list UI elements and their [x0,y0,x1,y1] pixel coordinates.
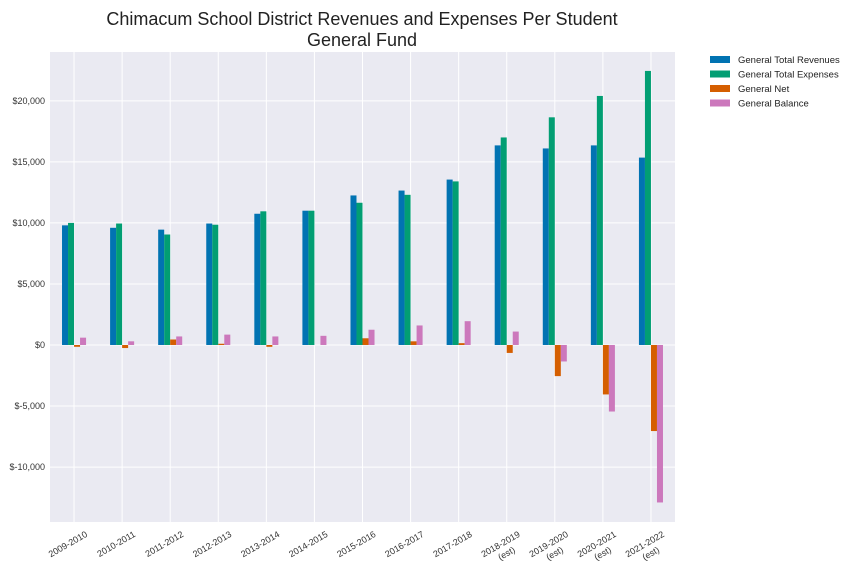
bar [62,225,69,345]
x-axis-ticks: 2009-2010 2010-2011 2011-2012 2012-2013 2013… [47,529,672,569]
y-tick-label: $10,000 [12,218,45,228]
bar [212,224,219,345]
chart-title: Chimacum School District Revenues and Ex… [106,9,617,29]
x-tick-label: 2016-2017 [383,529,425,559]
bar [272,336,279,345]
bar [254,213,261,345]
y-tick-label: $0 [35,340,45,350]
bar [206,223,213,345]
x-tick-label: 2010-2011 [95,529,137,559]
bar [368,329,375,345]
bar [494,145,501,345]
bar [548,117,555,345]
y-tick-label: $20,000 [12,96,45,106]
bar [650,344,657,432]
bar [656,344,663,503]
y-tick-label: $-10,000 [9,462,45,472]
bar [608,344,615,412]
bar [404,194,411,345]
y-tick-label: $-5,000 [14,401,45,411]
x-tick-label: 2018-2019(est) [479,529,527,569]
bars [62,70,663,503]
bar [128,341,135,345]
bar [116,223,123,345]
bar [266,344,273,347]
y-tick-label: $15,000 [12,157,45,167]
legend-label: General Net [738,84,790,95]
bar [302,210,309,345]
x-tick-label: 2019-2020(est) [528,529,576,569]
bar [446,179,453,345]
y-tick-label: $5,000 [17,279,45,289]
bar [398,190,405,345]
bar [560,344,567,362]
bar [500,137,507,345]
bar [596,95,603,345]
bar [356,202,363,345]
bar [512,331,519,345]
bar [350,195,357,345]
bar [110,227,117,345]
bar [506,344,513,353]
bar [410,341,417,345]
bar [158,229,165,345]
bar [164,234,171,345]
bar [638,157,645,345]
x-tick-label: 2017-2018 [431,529,473,559]
legend-swatch [710,56,730,63]
bar [122,344,129,349]
bar [458,343,465,345]
legend-swatch [710,99,730,107]
chart-subtitle: General Fund [307,30,417,50]
bar [554,344,561,377]
legend-swatch [710,70,730,78]
x-tick-label: 2012-2013 [191,529,233,559]
bar [170,339,177,345]
bar [80,337,87,345]
bar [464,321,471,345]
legend-label: General Balance [738,99,809,110]
x-tick-label: 2011-2012 [143,529,185,559]
bar [74,344,81,347]
legend-label: General Total Revenues [738,55,840,66]
bar [260,211,267,345]
legend-label: General Total Expenses [738,70,839,81]
x-tick-label: 2009-2010 [47,529,89,559]
bar [416,325,423,345]
bar [362,338,369,345]
bar [68,222,75,345]
x-tick-label: 2015-2016 [335,529,377,559]
bar [308,210,315,345]
y-axis-ticks: $-10,000 $-5,000 $0 $5,000 $10,000 $15,000 $20… [9,96,45,472]
bar [218,343,225,345]
bar [542,148,549,345]
x-tick-label: 2014-2015 [287,529,329,559]
x-tick-label: 2020-2021(est) [576,529,624,569]
bar [176,336,183,345]
bar [602,344,609,395]
bar [590,145,597,345]
x-tick-label: 2021-2022(est) [624,529,672,569]
bar [224,334,231,345]
legend: General Total Revenues General Total Expe… [710,55,840,110]
bar [320,335,327,345]
bar [644,70,651,345]
legend-swatch [710,85,730,92]
x-tick-label: 2013-2014 [239,529,281,559]
bar [452,181,459,345]
